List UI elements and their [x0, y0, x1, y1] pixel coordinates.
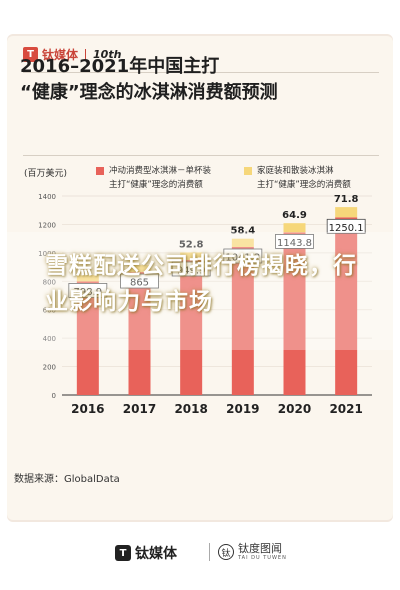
bar-family-pack [283, 223, 306, 233]
x-tick-label: 2016 [71, 402, 104, 416]
x-tick-label: 2019 [226, 402, 259, 416]
data-label-box [223, 248, 263, 264]
bar-single-cup [283, 232, 306, 395]
data-label-single-cup: 949.9 [177, 265, 206, 276]
legend-label: 冲动消费型冰淇淋－单杯装 [109, 166, 212, 176]
top-divider [23, 72, 379, 73]
data-label-single-cup: 1041.2 [225, 253, 260, 264]
x-tick-label: 2018 [174, 402, 207, 416]
title-divider [23, 155, 379, 156]
tmt-logo-icon: T [23, 47, 38, 62]
y-tick-label: 200 [43, 364, 56, 372]
bar-single-cup [76, 281, 99, 395]
data-label-box [120, 273, 159, 289]
data-label-family-pack: 52.8 [179, 239, 204, 250]
x-tick-label: 2021 [329, 402, 362, 416]
taidu-subtitle: TAI DU TUWEN [238, 555, 287, 561]
y-tick-label: 0 [52, 392, 56, 400]
y-tick-label: 600 [43, 307, 56, 315]
taidu-seal-icon: 钛 [218, 544, 234, 560]
brand-name: 钛媒体 [42, 48, 79, 62]
footer-taidu-logo: 钛 钛度图闻 TAI DU TUWEN [218, 543, 287, 561]
data-label-family-pack: 58.4 [230, 226, 255, 237]
data-label-single-cup: 798.9 [74, 287, 103, 298]
bar-family-pack [180, 252, 203, 260]
legend-swatch-yellow [244, 166, 252, 175]
legend-label-line2: 主打“健康”理念的消费额 [109, 180, 203, 190]
footer-tmt-logo: T 钛媒体 [115, 543, 177, 563]
bar-single-cup [335, 217, 358, 395]
data-label-single-cup: 865 [130, 278, 149, 289]
anniversary-badge: 10th [93, 48, 122, 61]
y-axis-unit: (百万美元) [24, 169, 68, 179]
bar-family-pack [76, 275, 99, 282]
chart-title: 2016–2021年中国主打 “健康”理念的冰淇淋消费额预测 [20, 54, 278, 106]
bar-single-cup [231, 247, 254, 395]
chart-title-line2: “健康”理念的冰淇淋消费额预测 [20, 82, 278, 103]
y-tick-label: 1200 [38, 221, 56, 229]
y-tick-label: 1400 [38, 193, 56, 201]
taidu-name: 钛度图闻 [238, 542, 282, 555]
data-label-box [275, 234, 314, 249]
legend-item-single-cup: 冲动消费型冰淇淋－单杯装 主打“健康”理念的消费额 [96, 164, 211, 192]
data-source: 数据来源：GlobalData [14, 474, 120, 485]
headline-overlay [0, 232, 400, 350]
y-tick-label: 1000 [38, 250, 56, 258]
legend-label-line2: 主打“健康”理念的消费额 [257, 180, 351, 190]
footer-separator [209, 543, 210, 561]
x-tick-label: 2020 [278, 402, 311, 416]
bar-single-cup [128, 272, 151, 395]
chart-title-line1: 2016–2021年中国主打 [20, 56, 220, 77]
brand-header: T 钛媒体 10th [23, 46, 121, 63]
data-label-single-cup: 1143.8 [277, 238, 312, 249]
legend-swatch-red [96, 166, 104, 175]
legend-item-family-pack: 家庭装和散装冰淇淋 主打“健康”理念的消费额 [244, 164, 351, 192]
legend-label: 家庭装和散装冰淇淋 [257, 166, 334, 176]
data-label-family-pack: 64.9 [282, 210, 307, 221]
brand-separator [85, 49, 87, 60]
bar-family-pack [128, 265, 151, 273]
x-tick-label: 2017 [123, 402, 156, 416]
bar-single-cup [180, 259, 203, 395]
data-label-box [68, 283, 108, 298]
bar-family-pack [231, 238, 254, 248]
data-label-box [326, 218, 366, 234]
y-tick-label: 800 [43, 278, 56, 286]
tmt-logo-icon: T [115, 545, 131, 561]
data-label-box [171, 261, 211, 277]
overlay-headline: 雪糕配送公司排行榜揭晓，行业影响力与市场 [45, 253, 357, 315]
footer-brand-name: 钛媒体 [135, 546, 177, 562]
y-tick-label: 400 [43, 335, 56, 343]
data-label-single-cup: 1250.1 [329, 223, 364, 234]
data-label-family-pack: 71.8 [334, 194, 359, 205]
bar-family-pack [335, 207, 358, 218]
